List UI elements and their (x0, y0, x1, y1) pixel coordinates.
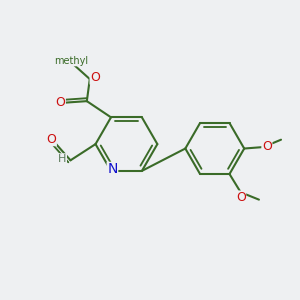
Text: H: H (58, 154, 66, 164)
Text: O: O (236, 191, 246, 204)
Text: methyl: methyl (54, 56, 88, 66)
Text: O: O (262, 140, 272, 153)
Text: O: O (46, 133, 56, 146)
Text: N: N (107, 162, 118, 176)
Text: O: O (90, 71, 100, 84)
Text: O: O (56, 96, 65, 109)
